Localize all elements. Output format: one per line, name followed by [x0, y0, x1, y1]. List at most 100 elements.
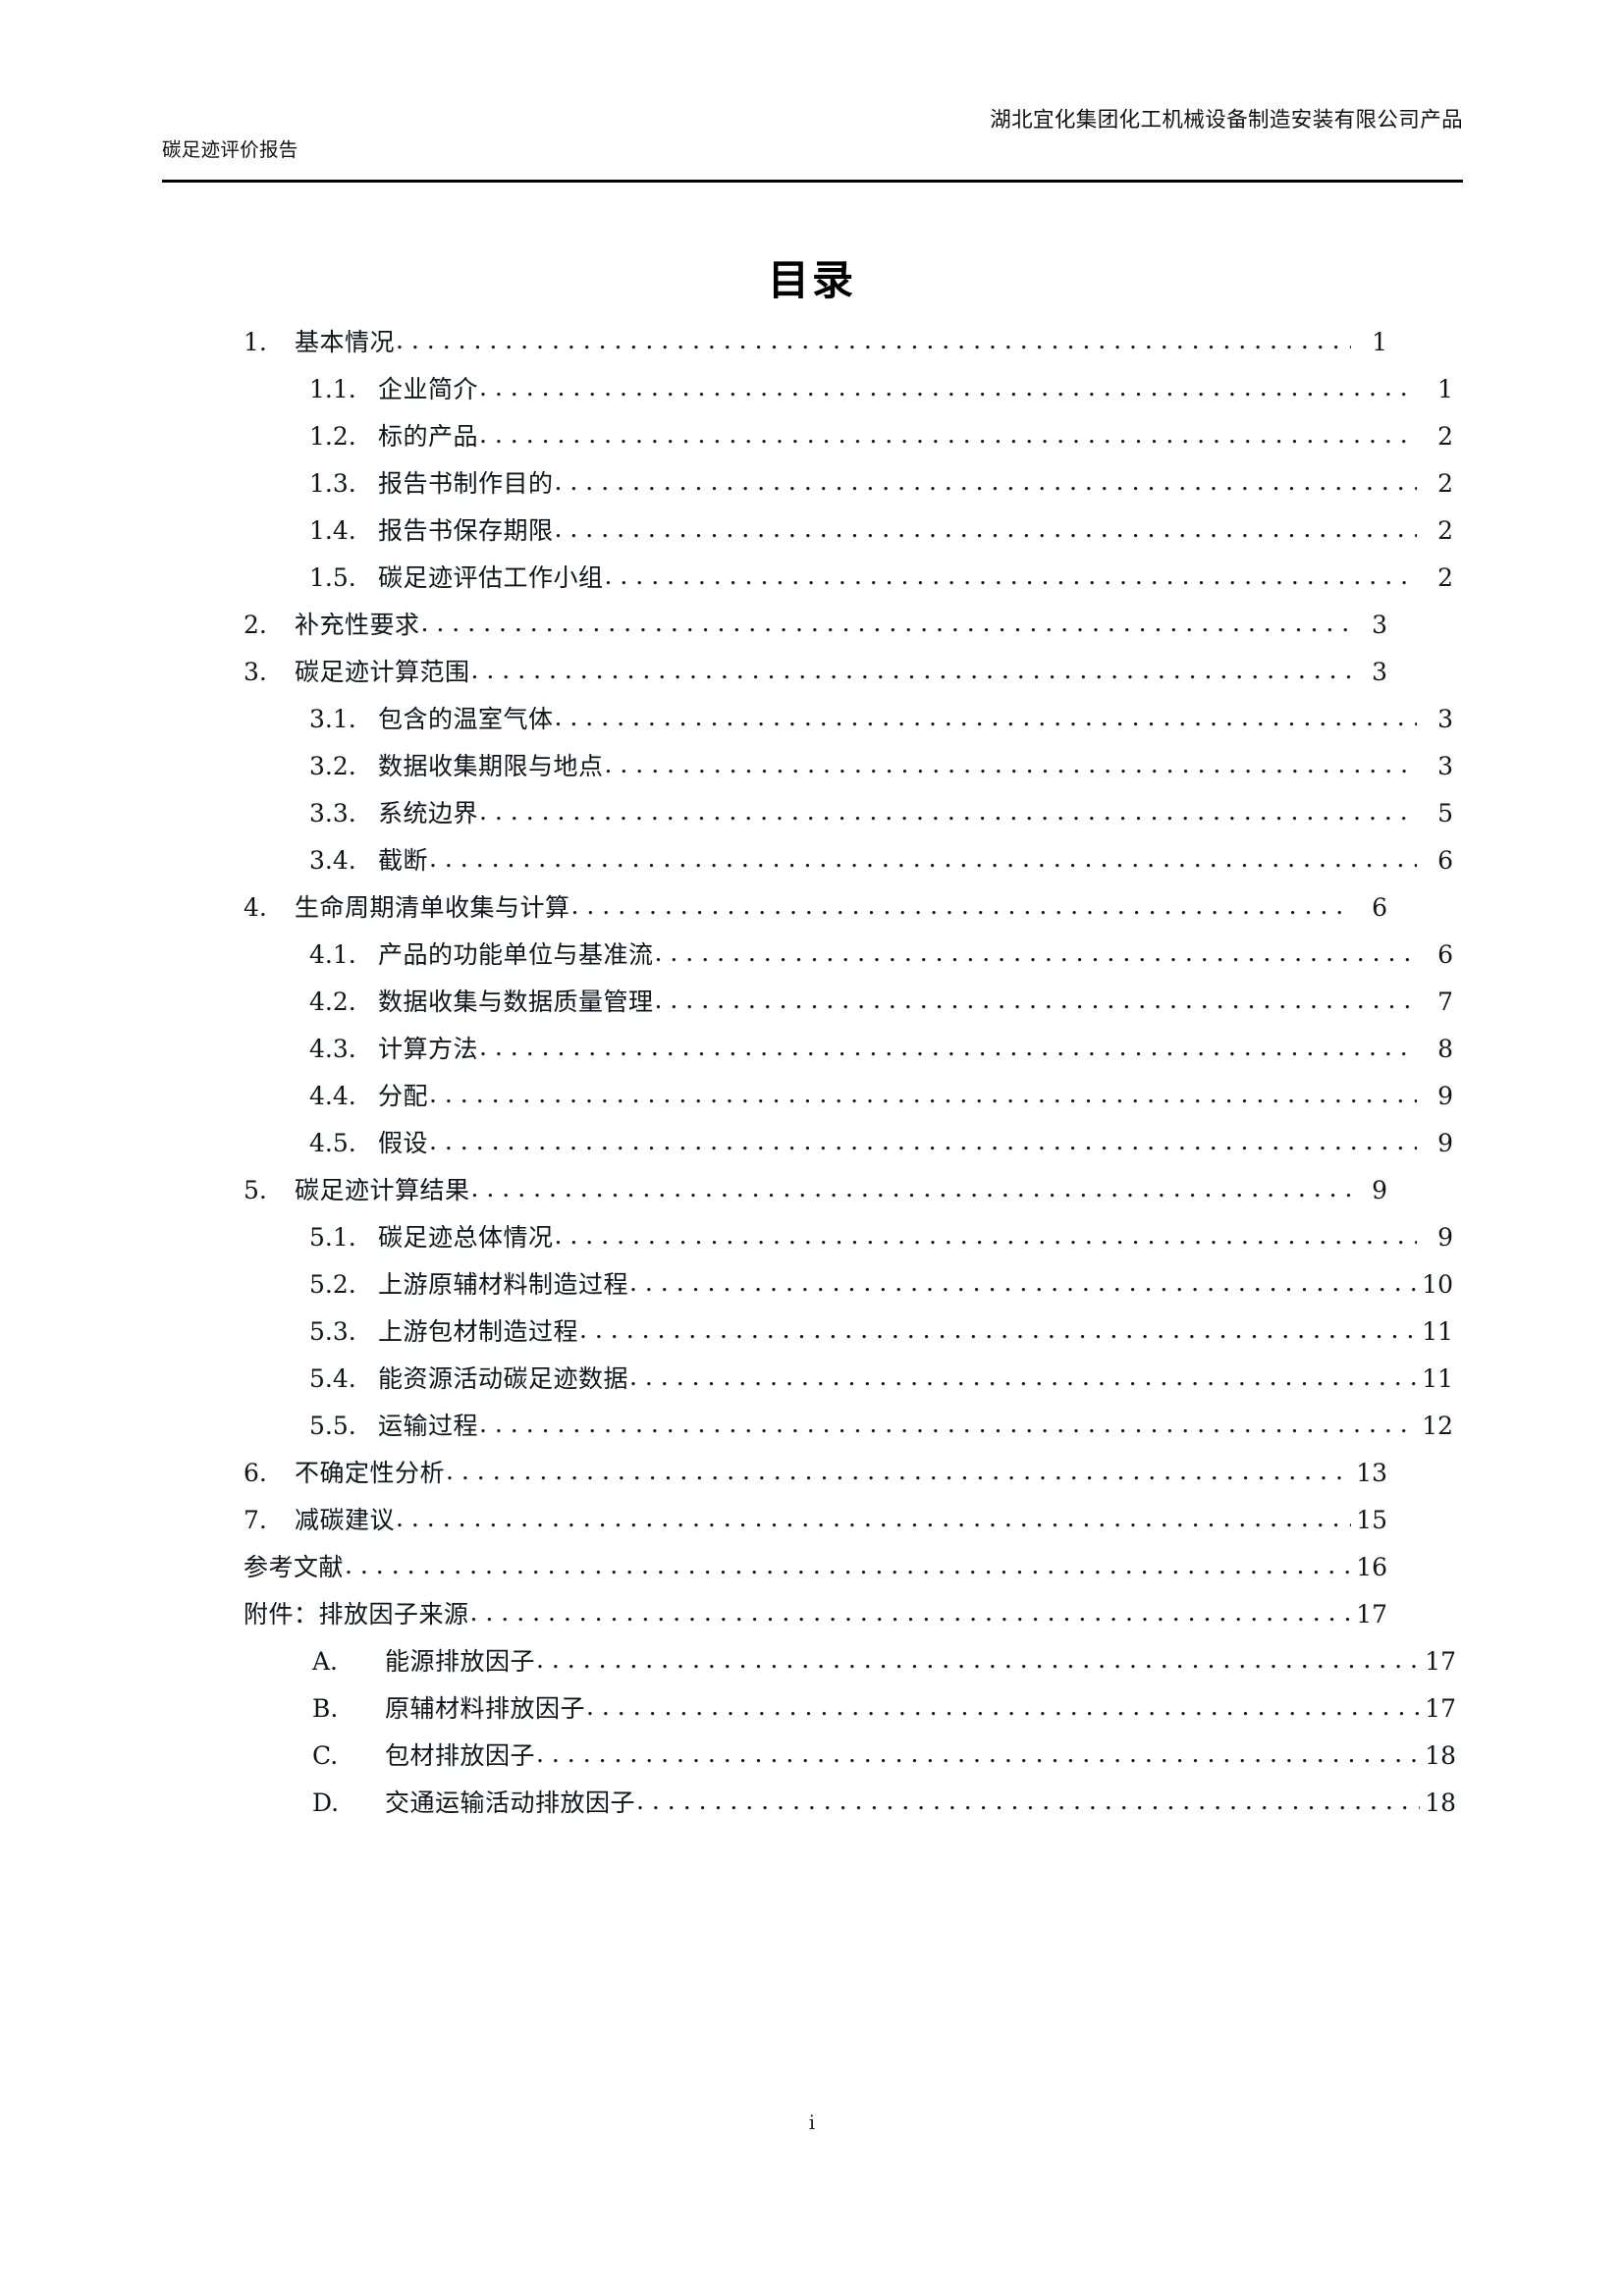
toc-entry[interactable]: 3.4. 截断 6	[244, 837, 1453, 884]
toc-entry[interactable]: 附件：排放因子来源 17	[244, 1591, 1387, 1638]
toc-entry[interactable]: C. 包材排放因子 18	[244, 1733, 1456, 1780]
toc-entry-label[interactable]: 系统边界	[378, 799, 479, 828]
toc-entry-page-number: 3	[1372, 611, 1387, 639]
toc-entry-label[interactable]: 标的产品	[378, 422, 479, 451]
toc-entry[interactable]: 6. 不确定性分析 13	[244, 1450, 1387, 1497]
toc-entry-label[interactable]: 包材排放因子	[385, 1741, 536, 1770]
toc-entry[interactable]: 7. 减碳建议 15	[244, 1497, 1387, 1544]
toc-entry-page-number: 2	[1437, 469, 1453, 498]
toc-entry-label[interactable]: 碳足迹评估工作小组	[378, 563, 604, 592]
toc-entry[interactable]: 5.3. 上游包材制造过程 11	[244, 1308, 1453, 1356]
toc-entry[interactable]: 3.3. 系统边界 5	[244, 790, 1453, 837]
toc-entry[interactable]: 4.4. 分配 9	[244, 1073, 1453, 1120]
toc-entry-number: B.	[312, 1694, 339, 1723]
toc-entry-number: 5.1.	[309, 1223, 356, 1252]
toc-entry-number: 3.3.	[309, 799, 356, 828]
toc-entry[interactable]: 1.4. 报告书保存期限 2	[244, 507, 1453, 555]
toc-entry-label[interactable]: 碳足迹计算结果	[295, 1176, 470, 1204]
toc-entry-page-number: 1	[1372, 328, 1387, 356]
toc-entry-number: D.	[312, 1789, 340, 1817]
toc-entry[interactable]: A. 能源排放因子 17	[244, 1638, 1456, 1685]
toc-entry-label[interactable]: 原辅材料排放因子	[385, 1694, 586, 1723]
toc-entry-number: 4.4.	[309, 1082, 356, 1110]
toc-entry-label[interactable]: 产品的功能单位与基准流	[378, 940, 654, 969]
toc-entry-label[interactable]: 报告书保存期限	[378, 516, 554, 545]
toc-entry[interactable]: D. 交通运输活动排放因子 18	[244, 1780, 1456, 1827]
toc-entry-label[interactable]: 数据收集期限与地点	[378, 752, 604, 780]
toc-entry[interactable]: 1.3. 报告书制作目的 2	[244, 460, 1453, 507]
toc-entry-label[interactable]: 报告书制作目的	[378, 469, 554, 498]
toc-entry-label[interactable]: 减碳建议	[295, 1506, 396, 1534]
toc-entry-number: 3.1.	[309, 705, 356, 733]
toc-entry-label[interactable]: 能源排放因子	[385, 1647, 536, 1676]
toc-entry-page-number: 7	[1437, 988, 1453, 1016]
header-company-line: 湖北宜化集团化工机械设备制造安装有限公司产品	[990, 108, 1463, 133]
toc-entry-number: 4.5.	[309, 1129, 356, 1157]
toc-entry[interactable]: 4.2. 数据收集与数据质量管理 7	[244, 979, 1453, 1026]
toc-entry-page-number: 2	[1437, 563, 1453, 592]
toc-entry-label[interactable]: 生命周期清单收集与计算	[295, 893, 570, 922]
toc-entry[interactable]: 4.3. 计算方法 8	[244, 1026, 1453, 1073]
toc-dot-leader	[536, 1733, 1420, 1778]
toc-entry[interactable]: B. 原辅材料排放因子 17	[244, 1685, 1456, 1733]
toc-entry-page-number: 10	[1422, 1270, 1453, 1299]
toc-entry-number: A.	[312, 1647, 339, 1676]
toc-entry-label[interactable]: 碳足迹总体情况	[378, 1223, 554, 1252]
toc-entry-page-number: 6	[1437, 846, 1453, 875]
toc-entry-label[interactable]: 基本情况	[295, 328, 396, 356]
toc-entry-page-number: 9	[1437, 1129, 1453, 1157]
toc-entry-number: 1.2.	[309, 422, 356, 451]
toc-entry-label[interactable]: 企业简介	[378, 375, 479, 403]
toc-entry-label[interactable]: 上游包材制造过程	[378, 1317, 579, 1346]
toc-entry[interactable]: 5. 碳足迹计算结果 9	[244, 1167, 1387, 1214]
toc-entry-page-number: 5	[1437, 799, 1453, 828]
toc-entry-number: 1.	[244, 328, 267, 356]
toc-entry-number: 5.2.	[309, 1270, 356, 1299]
toc-entry-number: 1.1.	[309, 375, 356, 403]
toc-entry[interactable]: 5.1. 碳足迹总体情况 9	[244, 1214, 1453, 1261]
toc-entry-page-number: 2	[1437, 422, 1453, 451]
toc-entry-label[interactable]: 运输过程	[378, 1412, 479, 1440]
toc-dot-leader	[421, 602, 1351, 647]
toc-entry-label[interactable]: 参考文献	[244, 1553, 345, 1581]
toc-entry-label[interactable]: 不确定性分析	[295, 1459, 446, 1487]
toc-entry-label[interactable]: 包含的温室气体	[378, 705, 554, 733]
toc-entry[interactable]: 4.5. 假设 9	[244, 1120, 1453, 1167]
toc-entry[interactable]: 2. 补充性要求 3	[244, 602, 1387, 649]
toc-dot-leader	[479, 366, 1417, 411]
toc-entry-label[interactable]: 上游原辅材料制造过程	[378, 1270, 629, 1299]
toc-entry-number: 1.5.	[309, 563, 356, 592]
toc-entry-label[interactable]: 碳足迹计算范围	[295, 658, 470, 686]
toc-dot-leader	[579, 1308, 1417, 1354]
toc-dot-leader	[586, 1685, 1420, 1731]
toc-entry-label[interactable]: 附件：排放因子来源	[244, 1600, 469, 1629]
toc-entry[interactable]: 5.2. 上游原辅材料制造过程 10	[244, 1261, 1453, 1308]
toc-entry-label[interactable]: 补充性要求	[295, 611, 420, 639]
toc-entry-label[interactable]: 交通运输活动排放因子	[385, 1789, 636, 1817]
toc-entry-page-number: 6	[1437, 940, 1453, 969]
toc-entry[interactable]: 3. 碳足迹计算范围 3	[244, 649, 1387, 696]
toc-entry-label[interactable]: 数据收集与数据质量管理	[378, 988, 654, 1016]
toc-entry-label[interactable]: 截断	[378, 846, 429, 875]
toc-entry-page-number: 17	[1425, 1647, 1456, 1676]
toc-entry[interactable]: 4.1. 产品的功能单位与基准流 6	[244, 932, 1453, 979]
toc-entry-number: 5.4.	[309, 1364, 356, 1393]
toc-entry-number: 3.2.	[309, 752, 356, 780]
toc-entry-label[interactable]: 分配	[378, 1082, 429, 1110]
toc-entry[interactable]: 3.2. 数据收集期限与地点 3	[244, 743, 1453, 790]
toc-entry-page-number: 8	[1437, 1035, 1453, 1063]
toc-entry-label[interactable]: 计算方法	[378, 1035, 479, 1063]
toc-entry[interactable]: 1.5. 碳足迹评估工作小组 2	[244, 555, 1453, 602]
toc-entry[interactable]: 3.1. 包含的温室气体 3	[244, 696, 1453, 743]
toc-entry[interactable]: 参考文献 16	[244, 1544, 1387, 1591]
toc-entry[interactable]: 1. 基本情况 1	[244, 319, 1387, 366]
toc-entry[interactable]: 4. 生命周期清单收集与计算 6	[244, 884, 1387, 932]
toc-entry[interactable]: 5.4. 能资源活动碳足迹数据 11	[244, 1356, 1453, 1403]
toc-entry-label[interactable]: 能资源活动碳足迹数据	[378, 1364, 629, 1393]
toc-entry[interactable]: 1.1. 企业简介 1	[244, 366, 1453, 413]
toc-entry-label[interactable]: 假设	[378, 1129, 429, 1157]
toc-dot-leader	[555, 1214, 1417, 1259]
toc-entry[interactable]: 5.5. 运输过程 12	[244, 1403, 1453, 1450]
toc-entry[interactable]: 1.2. 标的产品 2	[244, 413, 1453, 460]
toc-entry-number: 1.3.	[309, 469, 356, 498]
